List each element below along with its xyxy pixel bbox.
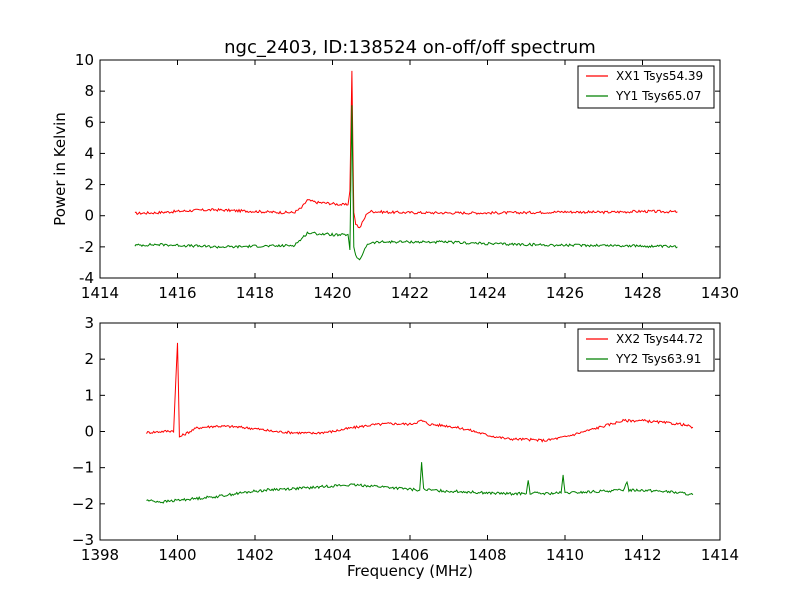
y-tick-label: 10 [75,51,94,69]
legend-box [577,328,715,372]
x-tick-label: 1412 [623,546,661,564]
y-tick-label: -4 [79,269,94,287]
x-tick-label: 1398 [81,546,119,564]
series-line-2 [146,462,694,504]
top-spectrum-plot: 1414 1416 1418 1420 1422 1424 1426 1428 1430 -4 -2… [51,51,739,302]
y-tick-label: 2 [84,350,94,368]
x-tick-label: 1418 [236,284,274,302]
y-tick-label: −2 [72,495,94,513]
series-line-1 [134,70,678,229]
x-tick-label: 1416 [158,284,196,302]
y-tick-label: 2 [84,176,94,194]
x-tick-label: 1414 [81,284,119,302]
x-tick-label: 1400 [158,546,196,564]
y-tick-label: 0 [84,423,94,441]
y-axis-label: Power in Kelvin [51,112,69,226]
x-tick-label: 1408 [468,546,506,564]
legend: XX2 Tsys44.72 YY2 Tsys63.91 [577,328,715,372]
figure-title: ngc_2403, ID:138524 on-off/off spectrum [224,37,596,58]
x-tick-label: 1410 [546,546,584,564]
x-tick-label: 1424 [468,284,506,302]
x-tick-label: 1420 [313,284,351,302]
y-tick-label: 1 [84,386,94,404]
x-axis-label: Frequency (MHz) [347,562,473,580]
y-tick-label: 6 [84,113,94,131]
legend-entry: YY2 Tsys63.91 [615,352,701,366]
x-tick-label: 1426 [546,284,584,302]
y-tick-label: −3 [72,531,94,549]
bottom-spectrum-plot: 1398 1400 1402 1404 1406 1408 1410 1412 1414 −3 −2… [72,314,739,580]
x-tick-label: 1404 [313,546,351,564]
y-tick-label: 0 [84,207,94,225]
legend-box [577,65,715,109]
legend-entry: XX1 Tsys54.39 [616,69,703,83]
y-tick-label: 4 [84,144,94,162]
x-tick-label: 1428 [623,284,661,302]
series-line-1 [146,342,694,443]
legend-entry: XX2 Tsys44.72 [616,332,703,346]
x-tick-label: 1402 [236,546,274,564]
series-line-2 [134,105,678,261]
x-tick-label: 1414 [701,546,739,564]
x-tick-label: 1422 [391,284,429,302]
y-tick-label: 8 [84,82,94,100]
y-tick-label: 3 [84,314,94,332]
x-tick-label: 1406 [391,546,429,564]
y-tick-label: -2 [79,238,94,256]
y-tick-label: −1 [72,459,94,477]
legend-entry: YY1 Tsys65.07 [615,89,701,103]
x-tick-label: 1430 [701,284,739,302]
legend: XX1 Tsys54.39 YY1 Tsys65.07 [577,65,715,109]
